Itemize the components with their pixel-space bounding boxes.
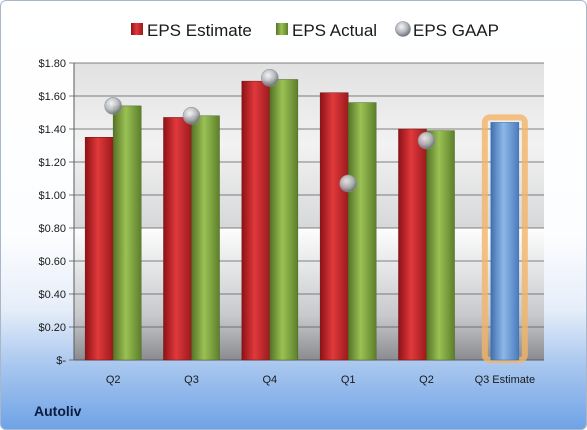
legend-swatch-eps-estimate	[131, 23, 143, 35]
y-tick-label: $1.80	[38, 58, 66, 70]
grid-lines	[69, 62, 544, 361]
gaap-points	[104, 69, 436, 193]
y-tick-label: $1.40	[38, 124, 66, 136]
bar-eps-estimate-next	[490, 122, 520, 361]
y-tick-label: $1.00	[38, 190, 66, 202]
bar-eps-estimate	[398, 128, 427, 361]
x-tick-label: Q3 Estimate	[475, 374, 536, 386]
legend-swatch-eps-actual	[276, 23, 288, 35]
y-tick-label: $0.20	[38, 322, 66, 334]
legend: EPS Estimate EPS Actual EPS GAAP	[131, 21, 499, 40]
x-tick-label: Q2	[106, 374, 121, 386]
point-eps-gaap	[261, 69, 279, 87]
y-tick-label: $0.80	[38, 223, 66, 235]
bar-eps-actual	[269, 79, 299, 361]
point-eps-gaap	[339, 174, 357, 193]
y-tick-label: $1.20	[38, 157, 66, 169]
y-tick-label: $0.40	[38, 289, 66, 301]
y-tick-label: $1.60	[38, 91, 66, 103]
y-axis-ticks: $- $0.20 $0.40 $0.60 $0.80 $1.00 $1.20 $1.40 $1.…	[38, 58, 66, 367]
x-tick-label: Q3	[184, 374, 199, 386]
point-eps-gaap	[104, 97, 122, 115]
x-tick-label: Q1	[341, 374, 356, 386]
point-eps-gaap	[182, 107, 201, 125]
legend-label: EPS Actual	[292, 21, 377, 40]
bar-eps-actual	[347, 102, 377, 361]
plot-area-top	[74, 63, 544, 228]
x-tick-label: Q2	[419, 374, 434, 386]
bar-eps-estimate	[319, 92, 349, 361]
y-tick-label: $-	[56, 355, 66, 367]
bar-eps-actual	[426, 130, 455, 361]
bar-eps-estimate	[84, 137, 114, 361]
legend-label: EPS Estimate	[147, 21, 252, 40]
company-name: Autoliv	[34, 403, 82, 419]
bar-eps-actual	[112, 105, 142, 361]
bar-eps-estimate	[163, 117, 192, 361]
x-axis-ticks: Q2 Q3 Q4 Q1 Q2 Q3 Estimate	[106, 374, 535, 386]
bar-eps-estimate	[241, 80, 271, 361]
bars	[84, 79, 528, 364]
y-tick-label: $0.60	[38, 256, 66, 268]
legend-label: EPS GAAP	[413, 21, 499, 40]
x-tick-label: Q4	[262, 374, 277, 386]
legend-swatch-eps-gaap	[395, 21, 411, 37]
point-eps-gaap	[417, 131, 436, 150]
bar-eps-actual	[191, 115, 220, 361]
